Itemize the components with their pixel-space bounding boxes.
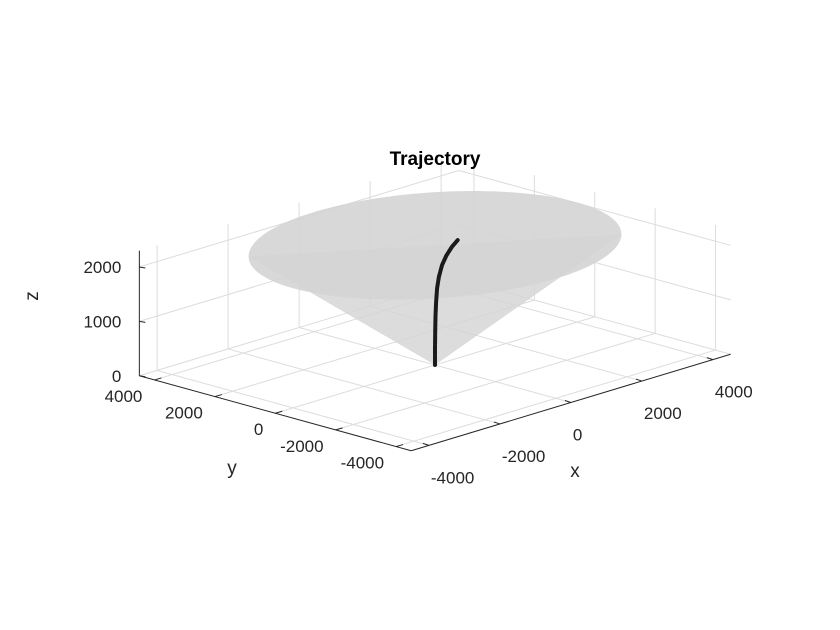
axes <box>138 250 731 452</box>
z-tick-mark <box>139 320 146 323</box>
y-tick-label: 4000 <box>105 387 143 406</box>
chart-title: Trajectory <box>390 149 481 170</box>
y-axis-label: y <box>227 458 237 479</box>
trajectory-series <box>433 238 460 367</box>
cone-top-disk <box>248 191 622 300</box>
x-tick-mark <box>635 378 643 382</box>
y-tick-mark <box>395 444 404 448</box>
z-tick-mark <box>139 266 146 269</box>
z-tick-label: 2000 <box>83 258 121 277</box>
trajectory-line <box>433 238 460 367</box>
y-tick-mark <box>335 427 343 431</box>
x-tick-mark <box>493 421 501 425</box>
x-tick-mark <box>706 357 714 361</box>
z-axis-label: z <box>22 291 43 301</box>
y-tick-label: 0 <box>254 420 263 439</box>
x-tick-label: 0 <box>573 426 582 445</box>
z-tick-mark <box>139 375 146 378</box>
y-tick-mark <box>275 410 283 414</box>
x-tick-mark <box>564 400 572 403</box>
x-axis-label: x <box>570 461 580 482</box>
z-tick-label: 1000 <box>83 312 121 331</box>
x-tick-label: -2000 <box>502 447 545 466</box>
y-tick-label: -4000 <box>341 454 384 473</box>
z-tick-label: 0 <box>112 367 121 386</box>
x-tick-label: -4000 <box>431 468 474 487</box>
right-wall-grid-line <box>458 169 731 246</box>
floor-grid-line <box>395 349 716 448</box>
x-tick-label: 2000 <box>644 404 682 423</box>
y-tick-mark <box>214 394 222 398</box>
y-tick-label: -2000 <box>280 437 323 456</box>
floor-grid-line <box>335 332 656 431</box>
y-tick-mark <box>154 377 162 381</box>
x-tick-mark <box>422 442 430 446</box>
x-tick-label: 4000 <box>715 383 753 402</box>
y-tick-label: 2000 <box>165 404 203 423</box>
tick-labels: -4000-2000020004000-4000-200002000400001… <box>83 258 752 487</box>
